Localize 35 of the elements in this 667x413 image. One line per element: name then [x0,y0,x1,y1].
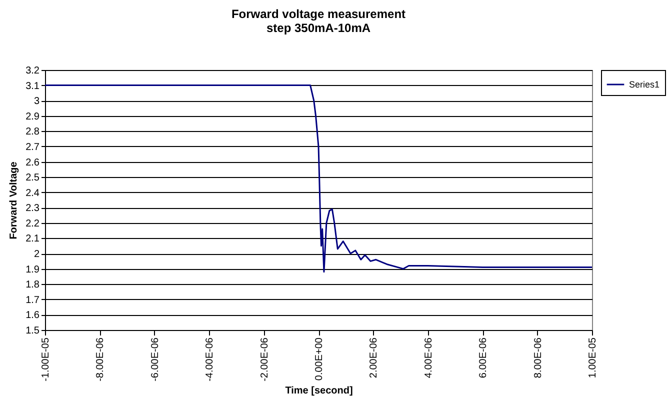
y-tick-label: 1.7 [26,294,40,306]
x-tick-label: -1.00E-05 [40,337,52,382]
x-tick-label: 4.00E-06 [423,337,434,378]
x-axis-title: Time [second] [285,385,353,396]
line-series [44,84,593,273]
legend-label: Series1 [629,80,660,90]
y-tick-label: 2.9 [26,111,40,122]
y-tick-label: 2.7 [26,142,40,153]
y-tick-label: 2.8 [26,126,40,138]
y-tick-label: 1.5 [26,326,40,336]
y-tick-label: 2.5 [26,172,40,184]
y-tick-label: 2.3 [26,203,40,214]
y-tick-label: 2.4 [26,188,40,199]
y-axis-title: Forward Voltage [8,161,20,240]
y-tick-label: 3.2 [26,66,40,76]
y-tick-label: 2 [34,249,40,260]
y-tick-label: 1.8 [26,280,40,291]
x-tick-label: 8.00E-06 [532,337,544,378]
chart-subtitle: step 350mA-10mA [266,21,371,35]
x-tick-label: 1.00E-05 [588,337,598,378]
x-tick-label: 6.00E-06 [478,337,490,378]
x-tick-label: -4.00E-06 [204,337,216,382]
y-tick-label: 2.6 [26,157,40,168]
x-tick-label: 0.00E+00 [314,337,325,381]
y-tick-label: 1.6 [26,310,40,322]
x-tick-label: 2.00E-06 [368,337,380,378]
y-tick-label: 2.2 [26,218,40,230]
x-tick-label: -8.00E-06 [95,337,106,382]
y-tick-label: 3.1 [26,80,40,92]
y-tick-label: 2.1 [26,234,40,245]
y-tick-label: 3 [34,96,40,108]
x-tick-label: -2.00E-06 [259,337,270,382]
x-tick-label: -6.00E-06 [150,337,161,382]
chart-title: Forward voltage measurement [231,7,406,21]
y-tick-label: 1.9 [26,264,40,276]
